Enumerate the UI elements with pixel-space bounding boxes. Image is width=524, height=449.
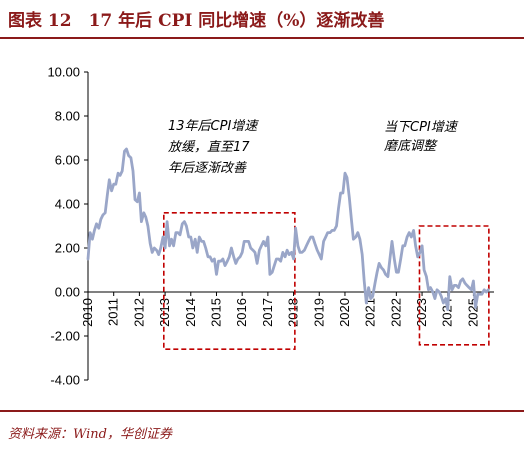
source-note: 资料来源：Wind，华创证券 <box>8 427 172 442</box>
cpi-series-line <box>86 147 490 312</box>
figure-header: 图表 12 17 年后 CPI 同比增速（%）逐渐改善 <box>0 0 524 40</box>
x-tick-label: 2020 <box>337 298 352 327</box>
figure-title: 图表 12 17 年后 CPI 同比增速（%）逐渐改善 <box>8 11 385 31</box>
y-tick-label: 4.00 <box>55 197 80 212</box>
highlight-boxes <box>163 212 490 350</box>
y-tick-label: 6.00 <box>55 153 80 168</box>
y-tick-label: 10.00 <box>47 65 80 80</box>
x-tick-label: 2011 <box>106 298 121 326</box>
x-tick-label: 2012 <box>131 298 146 327</box>
x-tick-label: 2021 <box>363 298 378 327</box>
annotation-line: 13年后CPI增速 <box>168 119 259 134</box>
highlight-box <box>418 225 490 346</box>
x-tick-label: 2017 <box>260 298 275 327</box>
x-tick-label: 2010 <box>80 298 95 327</box>
footer-rule <box>0 410 524 412</box>
y-tick-label: 2.00 <box>55 241 80 256</box>
annotation-line: 当下CPI增速 <box>384 120 459 135</box>
x-tick-label: 2024 <box>440 298 455 327</box>
annotation-line: 磨底调整 <box>384 139 438 154</box>
x-tick-label: 2022 <box>388 298 403 327</box>
x-tick-label: 2016 <box>234 298 249 327</box>
x-tick-label: 2014 <box>183 298 198 327</box>
x-tick-label: 2015 <box>208 298 223 327</box>
figure-footer: 资料来源：Wind，华创证券 <box>0 410 524 449</box>
x-tick-label: 2023 <box>414 298 429 327</box>
header-rule <box>0 37 524 39</box>
cpi-line-chart: 10.00 8.00 6.00 4.00 2.00 0.00 -2.00 -4.00 2010… <box>47 65 494 388</box>
x-tick-label: 2025 <box>465 298 480 327</box>
y-tick-label: 0.00 <box>55 285 80 300</box>
series-layer <box>86 147 490 312</box>
annotation-line: 年后逐渐改善 <box>168 161 247 176</box>
y-tick-label: -4.00 <box>50 373 80 388</box>
x-tick-label: 2019 <box>311 298 326 327</box>
x-tick-label: 2018 <box>286 298 301 327</box>
y-tick-label: 8.00 <box>55 109 80 124</box>
y-axis: 10.00 8.00 6.00 4.00 2.00 0.00 -2.00 -4.00 <box>47 65 89 388</box>
annotation-line: 放缓，直至17 <box>168 140 250 155</box>
highlight-box <box>163 212 296 350</box>
y-tick-label: -2.00 <box>50 329 80 344</box>
x-axis: 2010 2011 2012 2013 2014 2015 2016 2017 2018 2019… <box>80 291 494 327</box>
